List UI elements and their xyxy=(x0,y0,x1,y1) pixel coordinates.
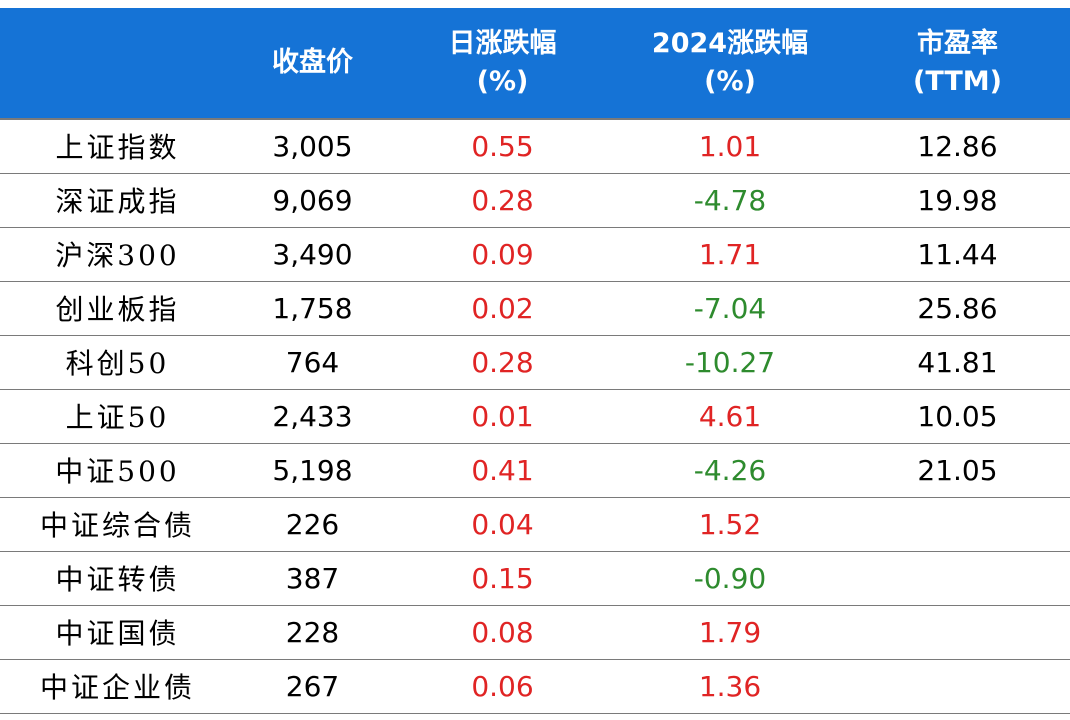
index-name-cell: 科创50 xyxy=(0,335,235,390)
daily-change-cell: 0.28 xyxy=(390,173,615,228)
header-daily-change-label: 日涨跌幅 xyxy=(448,28,557,59)
table-body: 上证指数 3,005 0.55 1.01 12.86 深证成指 9,069 0.28 -4.78… xyxy=(0,118,1070,714)
pe-ratio-cell xyxy=(845,605,1070,660)
index-name-cell: 沪深300 xyxy=(0,227,235,282)
table-row: 科创50 764 0.28 -10.27 41.81 xyxy=(0,335,1070,390)
daily-change-cell: 0.08 xyxy=(390,605,615,660)
daily-change-cell: 0.09 xyxy=(390,227,615,282)
ytd-change-cell: 4.61 xyxy=(615,389,845,444)
table-row: 深证成指 9,069 0.28 -4.78 19.98 xyxy=(0,173,1070,228)
ytd-change-cell: -4.78 xyxy=(615,173,845,228)
daily-change-cell: 0.01 xyxy=(390,389,615,444)
close-price-cell: 228 xyxy=(235,605,390,660)
header-daily-change: 日涨跌幅 (%) xyxy=(390,8,615,119)
daily-change-cell: 0.04 xyxy=(390,497,615,552)
close-price-cell: 3,490 xyxy=(235,227,390,282)
pe-ratio-cell: 19.98 xyxy=(845,173,1070,228)
pe-ratio-cell xyxy=(845,497,1070,552)
close-price-cell: 1,758 xyxy=(235,281,390,336)
pe-ratio-cell xyxy=(845,551,1070,606)
daily-change-cell: 0.06 xyxy=(390,659,615,714)
table-header: 收盘价 日涨跌幅 (%) 2024涨跌幅 (%) 市盈率 (TTM) xyxy=(0,8,1070,119)
table-row: 创业板指 1,758 0.02 -7.04 25.86 xyxy=(0,281,1070,336)
table-row: 上证指数 3,005 0.55 1.01 12.86 xyxy=(0,118,1070,174)
close-price-cell: 387 xyxy=(235,551,390,606)
index-name-cell: 中证500 xyxy=(0,443,235,498)
close-price-cell: 267 xyxy=(235,659,390,714)
close-price-cell: 9,069 xyxy=(235,173,390,228)
header-pe-ratio-unit: (TTM) xyxy=(912,66,1002,97)
ytd-change-cell: 1.52 xyxy=(615,497,845,552)
pe-ratio-cell: 10.05 xyxy=(845,389,1070,444)
header-name xyxy=(0,8,235,119)
daily-change-cell: 0.41 xyxy=(390,443,615,498)
close-price-cell: 3,005 xyxy=(235,118,390,174)
pe-ratio-cell: 25.86 xyxy=(845,281,1070,336)
ytd-change-cell: -0.90 xyxy=(615,551,845,606)
pe-ratio-cell: 11.44 xyxy=(845,227,1070,282)
table-row: 中证国债 228 0.08 1.79 xyxy=(0,605,1070,660)
header-row: 收盘价 日涨跌幅 (%) 2024涨跌幅 (%) 市盈率 (TTM) xyxy=(0,8,1070,119)
ytd-change-cell: 1.01 xyxy=(615,118,845,174)
ytd-change-cell: -7.04 xyxy=(615,281,845,336)
index-name-cell: 创业板指 xyxy=(0,281,235,336)
index-name-cell: 上证50 xyxy=(0,389,235,444)
header-close-label: 收盘价 xyxy=(272,47,353,78)
close-price-cell: 226 xyxy=(235,497,390,552)
index-name-cell: 上证指数 xyxy=(0,118,235,174)
ytd-change-cell: 1.79 xyxy=(615,605,845,660)
header-close: 收盘价 xyxy=(235,8,390,119)
index-name-cell: 中证转债 xyxy=(0,551,235,606)
header-pe-ratio: 市盈率 (TTM) xyxy=(845,8,1070,119)
pe-ratio-cell: 12.86 xyxy=(845,118,1070,174)
pe-ratio-cell: 21.05 xyxy=(845,443,1070,498)
pe-ratio-cell: 41.81 xyxy=(845,335,1070,390)
table-row: 沪深300 3,490 0.09 1.71 11.44 xyxy=(0,227,1070,282)
daily-change-cell: 0.28 xyxy=(390,335,615,390)
header-daily-change-unit: (%) xyxy=(476,66,529,97)
header-pe-ratio-label: 市盈率 xyxy=(917,28,998,59)
header-ytd-change-unit: (%) xyxy=(704,66,756,97)
table-row: 中证转债 387 0.15 -0.90 xyxy=(0,551,1070,606)
daily-change-cell: 0.02 xyxy=(390,281,615,336)
index-name-cell: 深证成指 xyxy=(0,173,235,228)
daily-change-cell: 0.55 xyxy=(390,118,615,174)
index-name-cell: 中证企业债 xyxy=(0,659,235,714)
ytd-change-cell: -10.27 xyxy=(615,335,845,390)
header-ytd-change-label: 2024涨跌幅 xyxy=(651,28,809,59)
ytd-change-cell: -4.26 xyxy=(615,443,845,498)
index-name-cell: 中证国债 xyxy=(0,605,235,660)
close-price-cell: 764 xyxy=(235,335,390,390)
daily-change-cell: 0.15 xyxy=(390,551,615,606)
pe-ratio-cell xyxy=(845,659,1070,714)
ytd-change-cell: 1.71 xyxy=(615,227,845,282)
table-row: 中证500 5,198 0.41 -4.26 21.05 xyxy=(0,443,1070,498)
index-name-cell: 中证综合债 xyxy=(0,497,235,552)
close-price-cell: 2,433 xyxy=(235,389,390,444)
ytd-change-cell: 1.36 xyxy=(615,659,845,714)
close-price-cell: 5,198 xyxy=(235,443,390,498)
table-row: 中证企业债 267 0.06 1.36 xyxy=(0,659,1070,714)
table-row: 上证50 2,433 0.01 4.61 10.05 xyxy=(0,389,1070,444)
table-row: 中证综合债 226 0.04 1.52 xyxy=(0,497,1070,552)
header-ytd-change: 2024涨跌幅 (%) xyxy=(615,8,845,119)
market-index-table: 收盘价 日涨跌幅 (%) 2024涨跌幅 (%) 市盈率 (TTM) 上证指数 3… xyxy=(0,8,1070,714)
